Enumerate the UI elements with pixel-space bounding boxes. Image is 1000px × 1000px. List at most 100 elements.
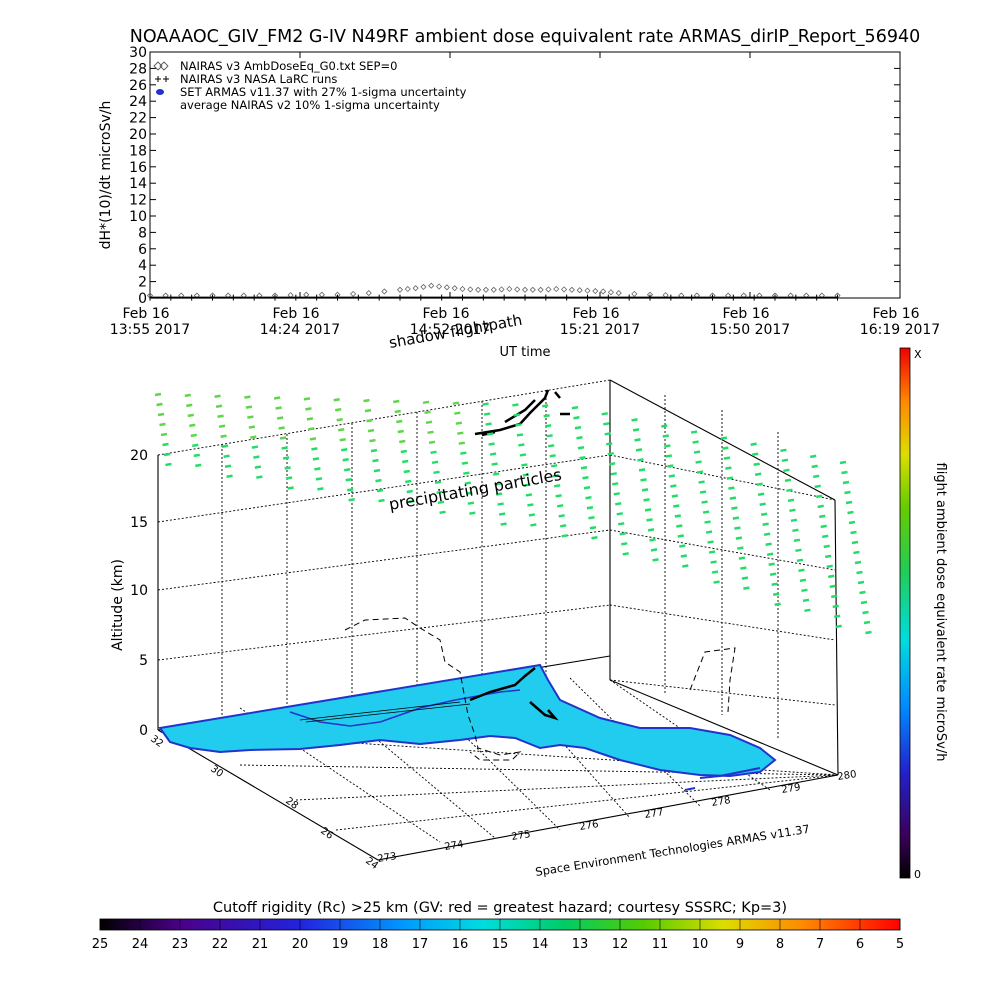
particle-dash [647, 528, 655, 532]
particle-dash [737, 546, 744, 550]
particle-dash [317, 487, 324, 491]
particle-dash [515, 423, 522, 427]
particle-dash [221, 444, 229, 448]
particle-dash [483, 412, 491, 416]
particle-dash [245, 405, 253, 409]
particle-dash [275, 406, 282, 410]
particle-dash [774, 602, 781, 606]
rigidity-tick-label: 24 [132, 937, 149, 952]
particle-dash [549, 454, 556, 458]
particle-dash [527, 503, 534, 507]
particle-dash [619, 532, 626, 536]
particle-dash [610, 472, 617, 476]
data-point-diamond [537, 286, 544, 293]
particle-dash [632, 428, 640, 432]
particle-dash [766, 552, 774, 556]
particle-dash [425, 420, 433, 425]
particle-dash [369, 438, 376, 443]
altitude-tick-label: 15 [130, 515, 148, 531]
x-axis-label: UT time [500, 345, 551, 360]
particle-dash [530, 523, 537, 527]
particle-dash [400, 449, 407, 454]
particle-dash [817, 504, 824, 509]
particle-dash [544, 424, 552, 428]
x-tick-time: 16:19 2017 [860, 322, 940, 338]
data-point-diamond [568, 286, 575, 293]
rigidity-tick-label: 12 [612, 937, 629, 952]
particle-dash [789, 508, 796, 513]
longitude-tick-label: 275 [511, 829, 532, 843]
data-point-diamond [365, 290, 372, 297]
particle-dash [839, 460, 847, 465]
particle-dash [337, 427, 345, 432]
x-tick-day: Feb 16 [122, 306, 169, 322]
particle-dash [405, 479, 412, 484]
rigidity-tick-label: 11 [652, 937, 669, 952]
data-point-diamond [318, 291, 325, 298]
particle-dash [676, 524, 683, 528]
y-tick-label: 6 [138, 242, 147, 258]
particle-dash [810, 454, 817, 459]
data-point-diamond [350, 290, 357, 297]
flightpath-ground [469, 667, 559, 721]
particle-dash [768, 562, 775, 566]
particle-dash [644, 508, 652, 512]
rigidity-tick-label: 19 [332, 937, 349, 952]
particle-dash [859, 590, 866, 595]
particle-dash [652, 558, 659, 562]
particle-dash [711, 570, 719, 574]
particle-dash [375, 478, 382, 483]
particle-dash [643, 498, 650, 502]
data-point-diamond [412, 285, 419, 292]
particle-dash [500, 522, 507, 526]
latitude-tick-label: 28 [283, 796, 300, 812]
particle-dash [579, 455, 586, 460]
particle-dash [756, 482, 763, 486]
particle-dash [223, 454, 230, 458]
particle-dash [370, 448, 378, 453]
particle-dash [434, 480, 442, 485]
particle-dash [582, 475, 589, 480]
colorbar-top-label: X [914, 348, 922, 361]
particle-dash [621, 542, 628, 546]
particle-dash [376, 488, 384, 493]
particle-dash [834, 614, 841, 619]
particle-dash [348, 497, 355, 502]
particle-dash [184, 393, 191, 398]
particle-dash [518, 443, 525, 447]
rigidity-tick-label: 17 [412, 937, 429, 952]
longitude-tick-label: 279 [781, 782, 802, 796]
particle-dash [306, 417, 314, 421]
latitude-tick-label: 30 [208, 764, 225, 780]
particle-dash [553, 484, 561, 488]
particle-dash [189, 423, 196, 428]
data-point-diamond [420, 283, 427, 290]
particle-dash [811, 464, 818, 469]
particle-dash [751, 452, 759, 456]
particle-dash [485, 422, 492, 426]
particle-dash [786, 488, 793, 493]
particle-dash [422, 400, 430, 405]
particle-dash [285, 476, 293, 480]
particle-dash [552, 474, 559, 478]
shadow-flightpath-right [689, 647, 736, 713]
particle-dash [162, 442, 169, 447]
back-wall-grid [157, 379, 611, 720]
data-point-diamond [459, 285, 466, 293]
particle-dash [345, 477, 352, 482]
particle-dash [192, 443, 199, 448]
particle-dash [525, 493, 533, 497]
data-point-diamond [381, 288, 388, 295]
ground-track-box [299, 701, 471, 723]
particle-dash [865, 630, 872, 635]
box-edges [157, 379, 839, 861]
particle-dash [723, 456, 731, 460]
y-axis-label: dH*(10)/dt microSv/h [98, 101, 114, 250]
x-tick-time: 15:21 2017 [560, 322, 640, 338]
particle-dash [256, 475, 263, 479]
particle-dash [524, 483, 531, 487]
particle-dash [622, 552, 629, 556]
particle-dash [798, 568, 805, 573]
legend-blue-dot-icon [156, 89, 164, 95]
particle-dash [284, 466, 291, 470]
